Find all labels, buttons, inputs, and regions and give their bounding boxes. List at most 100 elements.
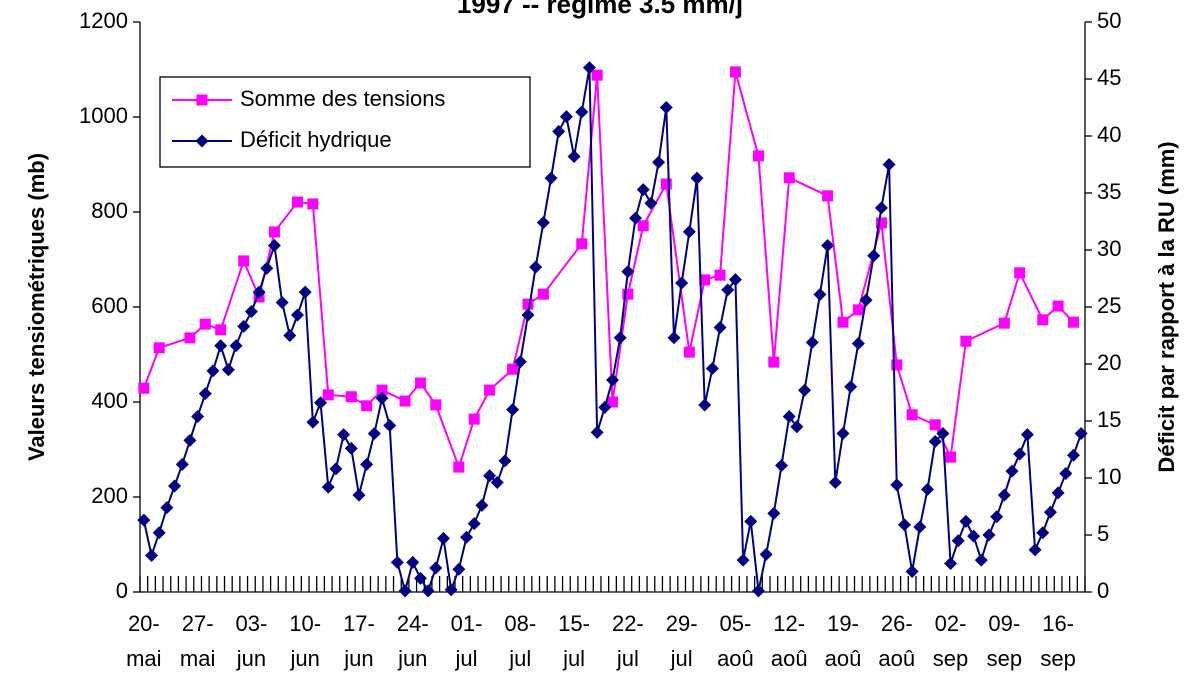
marker — [944, 557, 958, 570]
marker — [307, 198, 319, 210]
x-tick-label-month: aoû — [878, 646, 915, 671]
y-tick-label: 800 — [91, 198, 128, 223]
y-tick-label: 200 — [91, 483, 128, 508]
marker — [1043, 505, 1057, 519]
x-tick-label-month: aoû — [825, 646, 862, 671]
marker — [659, 101, 673, 114]
y2-tick-label: 5 — [1097, 521, 1109, 546]
marker — [790, 420, 804, 434]
marker — [153, 342, 165, 354]
y2-tick-label: 45 — [1097, 65, 1121, 90]
x-tick-label-month: jun — [397, 646, 427, 671]
legend-label: Somme des tensions — [240, 86, 445, 111]
marker — [453, 461, 465, 473]
y2-tick-label: 35 — [1097, 179, 1121, 204]
y2-tick-label: 50 — [1097, 8, 1121, 33]
y2-tick-label: 10 — [1097, 464, 1121, 489]
marker — [329, 462, 343, 476]
marker — [398, 584, 412, 598]
marker — [567, 150, 581, 164]
x-tick-label: 02- sep — [933, 611, 968, 671]
marker — [590, 425, 604, 439]
marker — [168, 479, 182, 493]
marker — [260, 261, 274, 275]
marker — [414, 377, 426, 389]
marker — [844, 380, 858, 394]
marker — [751, 584, 765, 598]
marker — [529, 260, 543, 274]
marker — [267, 238, 281, 252]
marker — [490, 476, 504, 490]
marker — [390, 555, 404, 569]
marker — [891, 359, 903, 371]
marker — [714, 269, 726, 281]
x-tick-label-day: 01- — [451, 611, 483, 636]
y2-tick-label: 20 — [1097, 350, 1121, 375]
marker — [196, 94, 208, 106]
marker — [613, 331, 627, 345]
x-tick-label: 03- jun — [236, 611, 268, 671]
marker — [822, 190, 834, 202]
marker — [852, 304, 864, 316]
marker — [183, 433, 197, 447]
x-tick-label-day: 20- — [128, 611, 160, 636]
marker — [436, 531, 450, 545]
marker — [1051, 486, 1065, 500]
marker — [429, 561, 443, 575]
marker — [575, 105, 589, 119]
marker — [1037, 314, 1049, 326]
marker — [1028, 543, 1042, 557]
marker — [484, 384, 496, 396]
x-tick-label: 19- aoû — [825, 611, 862, 671]
marker — [621, 265, 635, 279]
marker — [1074, 427, 1088, 441]
x-tick-label-month: mai — [180, 646, 215, 671]
x-tick-label-month: jul — [670, 646, 693, 671]
marker — [576, 238, 588, 250]
x-tick-label: 22- jul — [612, 611, 644, 671]
marker — [298, 285, 312, 299]
x-tick-label-day: 03- — [236, 611, 268, 636]
y2-tick-label: 40 — [1097, 122, 1121, 147]
marker — [705, 362, 719, 376]
x-tick-label: 17- jun — [343, 611, 375, 671]
marker — [252, 285, 266, 299]
marker — [882, 158, 896, 171]
x-tick-label-month: sep — [1040, 646, 1075, 671]
marker — [982, 528, 996, 542]
marker — [1036, 526, 1050, 540]
marker — [1052, 300, 1064, 312]
marker — [292, 196, 303, 208]
x-tick-label-day: 05- — [720, 611, 752, 636]
marker — [421, 584, 435, 598]
legend: Somme des tensions Déficit hydrique — [159, 76, 531, 168]
marker — [905, 564, 919, 578]
chart-title: 1997 -- régime 3.5 mm/j — [457, 0, 743, 19]
marker — [759, 547, 773, 561]
marker — [890, 478, 904, 492]
marker — [321, 480, 335, 494]
y2-tick-label: 0 — [1097, 578, 1109, 603]
marker — [729, 66, 741, 78]
marker — [675, 276, 689, 290]
marker — [736, 553, 750, 567]
marker — [344, 441, 358, 455]
x-tick-label-month: mai — [126, 646, 161, 671]
marker — [836, 427, 850, 441]
x-tick-label: 12- aoû — [771, 611, 808, 671]
y-axis-label: Valeurs tensiométriques (mb) — [24, 153, 49, 461]
marker — [460, 530, 474, 544]
marker — [430, 399, 442, 411]
x-tick-label: 05- aoû — [717, 611, 754, 671]
x-tick-label-day: 12- — [773, 611, 805, 636]
x-tick-label-month: sep — [987, 646, 1022, 671]
marker — [974, 553, 988, 567]
marker — [215, 324, 227, 336]
marker — [721, 283, 735, 297]
x-tick-label: 08- jul — [504, 611, 536, 671]
x-tick-label: 09- sep — [987, 611, 1022, 671]
x-tick-label-month: sep — [933, 646, 968, 671]
legend-box — [159, 76, 531, 168]
marker — [837, 316, 849, 328]
marker — [606, 373, 619, 387]
